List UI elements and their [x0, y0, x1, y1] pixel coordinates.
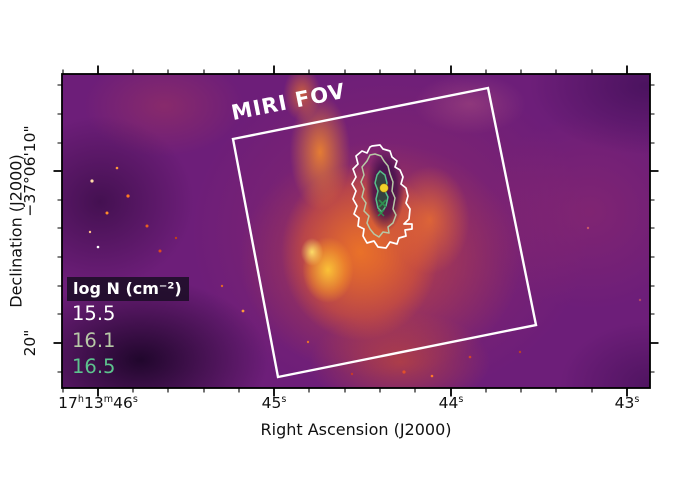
contour-level-15-5 [351, 144, 413, 249]
y-axis-title: Declination (J2000) [6, 154, 26, 308]
x-tick-label: 17h13m46s [58, 394, 138, 413]
minor-ticks [57, 69, 655, 393]
x-tick-label: 44s [438, 394, 464, 413]
legend-entry-16-5: 16.5 [72, 355, 116, 378]
source-marker-circle [379, 183, 389, 193]
axis-ticks [53, 65, 659, 397]
legend-entry-15-5: 15.5 [72, 302, 116, 325]
source-marker-x [378, 199, 387, 208]
contour-legend: log N (cm⁻²) 15.5 16.1 16.5 [67, 277, 189, 381]
x-tick-label: 45s [261, 394, 287, 413]
x-tick-label: 43s [614, 394, 640, 413]
major-ticks [53, 65, 659, 397]
source-marker-x [377, 209, 385, 217]
background-stars [88, 166, 642, 378]
contour-level-16-1 [360, 153, 397, 238]
legend-title: log N (cm⁻²) [67, 277, 189, 301]
plot-frame [61, 73, 651, 389]
miri-fov-box [231, 86, 538, 379]
sky-image [62, 74, 650, 388]
legend-entry-16-1: 16.1 [72, 328, 116, 352]
y-tick-label: 20" [21, 329, 39, 357]
x-axis-title: Right Ascension (J2000) [260, 420, 452, 439]
